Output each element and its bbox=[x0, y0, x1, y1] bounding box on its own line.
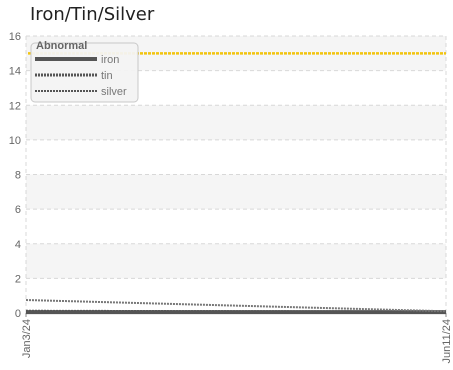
legend[interactable]: Abnormal iron tin silver bbox=[30, 40, 139, 103]
y-tick-label: 2 bbox=[15, 273, 21, 285]
legend-label-tin: tin bbox=[101, 70, 113, 82]
x-tick-label: Jun11/24 bbox=[441, 319, 453, 363]
y-axis-ticks: 0 2 4 6 8 10 12 14 16 bbox=[9, 31, 21, 320]
background-band bbox=[26, 243, 446, 279]
chart-title: Iron/Tin/Silver bbox=[30, 4, 155, 25]
y-tick-label: 4 bbox=[15, 239, 21, 251]
y-tick-label: 14 bbox=[9, 66, 21, 78]
y-tick-label: 6 bbox=[15, 204, 21, 216]
background-band bbox=[26, 105, 446, 140]
y-tick-label: 12 bbox=[9, 100, 21, 112]
legend-label-silver: silver bbox=[101, 86, 127, 98]
x-axis-ticks: Jan3/24 Jun11/24 bbox=[21, 313, 453, 363]
legend-title: Abnormal bbox=[36, 40, 87, 52]
series-lines bbox=[25, 299, 447, 315]
y-tick-label: 0 bbox=[15, 308, 21, 320]
series-line-tin bbox=[25, 309, 447, 314]
background-band bbox=[26, 174, 446, 210]
y-tick-label: 8 bbox=[15, 170, 21, 182]
y-tick-label: 10 bbox=[9, 135, 21, 147]
y-tick-label: 16 bbox=[9, 31, 21, 43]
series-line-silver bbox=[25, 299, 447, 313]
x-tick-label: Jan3/24 bbox=[21, 319, 33, 358]
legend-label-iron: iron bbox=[101, 54, 119, 66]
